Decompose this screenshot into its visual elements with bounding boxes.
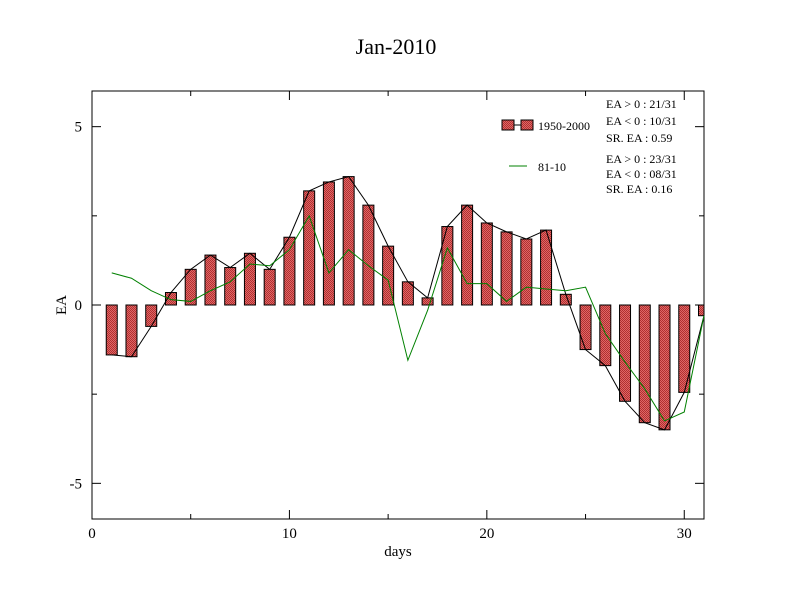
bar [322,181,335,306]
bar [204,254,217,306]
bar-series-line [111,176,705,431]
stats-text: EA > 0 : 23/31 [606,152,677,166]
stats-text: EA > 0 : 21/31 [606,97,677,111]
legend: 1950-2000 81-10 EA > 0 : 21/31 EA < 0 : 10/… [501,97,677,196]
y-tick-label: 5 [75,120,83,136]
plot-area: 0 10 20 30 -5 0 5 [70,90,705,542]
y-tick-label: -5 [70,476,83,492]
x-tick-label: 0 [88,526,96,542]
x-tick-label: 10 [282,526,297,542]
legend-bar-swatch [501,119,515,131]
y-tick-label: 0 [75,298,83,314]
bar [303,190,316,306]
x-tick-label: 20 [479,526,494,542]
bar [243,252,256,306]
bar [658,304,671,431]
stats-text: EA < 0 : 08/31 [606,167,677,181]
legend-bar-swatch [520,119,534,131]
bar [461,204,474,306]
bar [125,304,138,358]
chart-title: Jan-2010 [356,34,437,59]
bar [145,304,158,327]
stats-text: SR. EA : 0.16 [606,182,672,196]
bar [224,267,237,306]
bar [698,304,705,317]
legend-label: 1950-2000 [538,119,590,133]
bar [619,304,632,402]
bar [362,204,375,306]
stats-text: SR. EA : 0.59 [606,131,672,145]
bar [105,304,118,356]
bar [441,226,454,306]
y-axis-title: EA [54,295,70,315]
bar [480,222,493,306]
bar [599,304,612,367]
stats-text: EA < 0 : 10/31 [606,114,677,128]
x-tick-label: 30 [677,526,692,542]
bar [638,304,651,424]
bar [559,293,572,306]
bar [520,238,533,306]
bar [342,176,355,306]
x-axis-title: days [384,544,412,560]
line-series-81-10 [111,214,705,422]
legend-label: 81-10 [538,160,566,174]
bar [500,231,513,306]
bar [283,236,296,306]
bar [579,304,592,351]
bar [263,268,276,306]
